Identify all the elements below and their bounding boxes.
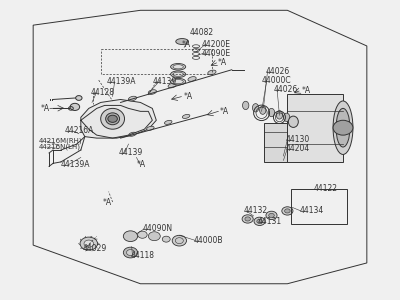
Circle shape (254, 217, 265, 226)
Ellipse shape (268, 108, 275, 117)
Text: 44118: 44118 (130, 251, 154, 260)
Text: 44000B: 44000B (194, 236, 224, 245)
Text: 44216M(RH): 44216M(RH) (39, 138, 83, 144)
Text: 44000C: 44000C (262, 76, 291, 85)
Ellipse shape (260, 106, 266, 114)
Circle shape (282, 207, 293, 215)
Text: 44029: 44029 (83, 244, 107, 253)
Text: 44130: 44130 (286, 135, 310, 144)
Circle shape (269, 213, 274, 218)
Ellipse shape (171, 78, 186, 85)
Text: *A: *A (182, 40, 191, 49)
Ellipse shape (176, 38, 188, 44)
Text: 44090E: 44090E (202, 49, 231, 58)
Ellipse shape (173, 65, 183, 69)
Circle shape (84, 240, 94, 247)
Text: 44026: 44026 (266, 67, 290, 76)
Text: 44128: 44128 (91, 88, 115, 97)
Circle shape (172, 235, 186, 246)
Ellipse shape (288, 116, 298, 128)
Bar (264, 123, 286, 162)
Circle shape (245, 217, 250, 221)
Text: 44139A: 44139A (107, 77, 136, 86)
Text: 44134: 44134 (299, 206, 324, 215)
Circle shape (76, 96, 82, 100)
Text: *A: *A (136, 160, 146, 169)
Ellipse shape (276, 111, 283, 119)
Ellipse shape (182, 114, 190, 118)
Circle shape (285, 209, 290, 213)
Ellipse shape (106, 113, 120, 125)
Ellipse shape (129, 132, 136, 136)
Text: 44090N: 44090N (142, 224, 172, 233)
Ellipse shape (128, 96, 137, 101)
Text: 44026: 44026 (274, 85, 298, 94)
Circle shape (123, 231, 138, 242)
Ellipse shape (146, 126, 154, 130)
Circle shape (138, 231, 147, 238)
Text: *A: *A (41, 104, 50, 113)
Ellipse shape (208, 70, 216, 75)
Text: 44139A: 44139A (60, 160, 90, 169)
Text: 44139: 44139 (152, 77, 176, 86)
Ellipse shape (164, 120, 172, 124)
Ellipse shape (173, 80, 183, 84)
Ellipse shape (188, 76, 196, 81)
Circle shape (80, 237, 98, 250)
Text: *A: *A (184, 92, 193, 101)
Ellipse shape (171, 71, 186, 77)
Text: *A: *A (103, 197, 112, 206)
Circle shape (70, 103, 80, 110)
Bar (287, 94, 343, 162)
Ellipse shape (242, 101, 249, 110)
Text: *A: *A (218, 58, 227, 67)
Circle shape (266, 211, 277, 220)
Text: 44204: 44204 (286, 144, 310, 153)
Circle shape (123, 247, 138, 258)
Circle shape (257, 219, 262, 224)
Text: 44131: 44131 (258, 218, 282, 226)
Polygon shape (81, 100, 156, 138)
Ellipse shape (148, 90, 156, 94)
Text: *A: *A (220, 107, 229, 116)
Ellipse shape (173, 72, 183, 76)
Text: 44216A: 44216A (65, 126, 94, 135)
Circle shape (333, 120, 353, 135)
Text: 44132: 44132 (244, 206, 268, 215)
Text: *A: *A (301, 86, 310, 95)
Ellipse shape (252, 103, 259, 112)
Circle shape (242, 215, 253, 223)
Ellipse shape (171, 64, 186, 70)
Text: 44139: 44139 (118, 148, 143, 158)
Circle shape (148, 232, 160, 241)
Ellipse shape (333, 101, 353, 154)
Text: 44122: 44122 (313, 184, 337, 193)
Text: 44200E: 44200E (202, 40, 231, 49)
Circle shape (108, 115, 117, 122)
Ellipse shape (284, 113, 290, 122)
Ellipse shape (168, 83, 176, 88)
Text: 44082: 44082 (190, 28, 214, 37)
Text: 44216N(LH): 44216N(LH) (39, 144, 81, 150)
Bar (291, 189, 347, 224)
Circle shape (162, 236, 170, 242)
Ellipse shape (101, 108, 124, 129)
Circle shape (126, 250, 134, 256)
Ellipse shape (336, 108, 350, 147)
